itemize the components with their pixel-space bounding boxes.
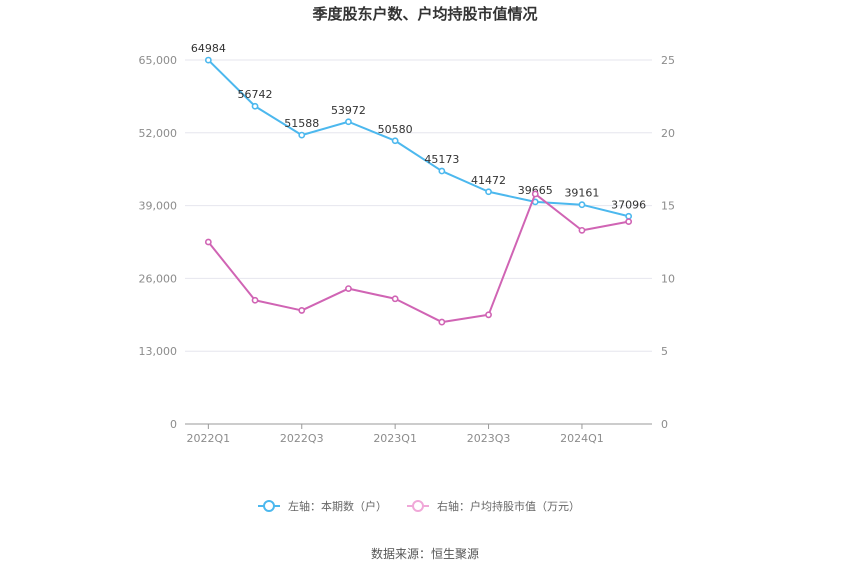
series-line bbox=[207, 192, 629, 324]
data-label: 64984 bbox=[191, 42, 226, 55]
data-label: 41472 bbox=[471, 174, 506, 187]
data-label: 39161 bbox=[564, 187, 599, 200]
data-point[interactable] bbox=[485, 188, 492, 196]
data-point[interactable] bbox=[625, 218, 633, 226]
legend-label-households: 左轴：本期数（户） bbox=[288, 499, 387, 513]
x-tick-label: 2023Q3 bbox=[467, 432, 511, 445]
x-axis: 2022Q1 2022Q3 2023Q1 2023Q3 2024Q1 bbox=[185, 423, 652, 445]
right-tick-label: 10 bbox=[661, 272, 675, 285]
left-tick-label: 0 bbox=[170, 418, 177, 431]
data-label: 53972 bbox=[331, 104, 366, 117]
right-tick-label: 0 bbox=[661, 418, 668, 431]
left-tick-label: 13,000 bbox=[139, 345, 178, 358]
legend-item-avg-value[interactable]: 右轴：户均持股市值（万元） bbox=[407, 499, 580, 513]
data-label: 51588 bbox=[284, 117, 319, 130]
right-axis: 0 5 10 15 20 25 bbox=[661, 54, 675, 431]
chart-title: 季度股东户数、户均持股市值情况 bbox=[312, 5, 537, 23]
left-tick-label: 26,000 bbox=[139, 272, 178, 285]
left-tick-label: 52,000 bbox=[139, 127, 178, 140]
data-point[interactable] bbox=[298, 307, 306, 314]
right-tick-label: 25 bbox=[661, 54, 675, 67]
data-point[interactable] bbox=[251, 296, 259, 304]
data-point[interactable] bbox=[438, 167, 446, 175]
data-point[interactable] bbox=[391, 295, 399, 303]
series-avg-value bbox=[204, 190, 633, 326]
data-point[interactable] bbox=[578, 226, 586, 234]
data-point[interactable] bbox=[251, 102, 259, 110]
right-tick-label: 15 bbox=[661, 200, 675, 213]
series-households: 64984 56742 51588 53972 50580 45173 41472 39665… bbox=[191, 42, 646, 220]
legend[interactable]: 左轴：本期数（户） 右轴：户均持股市值（万元） bbox=[258, 499, 580, 513]
x-tick-label: 2024Q1 bbox=[560, 432, 604, 445]
data-label: 37096 bbox=[611, 198, 646, 211]
right-tick-label: 20 bbox=[661, 127, 675, 140]
legend-label-avg-value: 右轴：户均持股市值（万元） bbox=[437, 499, 580, 513]
data-point[interactable] bbox=[625, 212, 633, 220]
x-tick-label: 2023Q1 bbox=[373, 432, 417, 445]
source-note: 数据来源：恒生聚源 bbox=[371, 546, 479, 561]
data-point[interactable] bbox=[345, 118, 352, 126]
right-tick-label: 5 bbox=[661, 345, 668, 358]
series-line bbox=[207, 59, 629, 218]
data-point[interactable] bbox=[578, 201, 586, 209]
legend-marker-avg-value bbox=[412, 500, 424, 512]
data-point[interactable] bbox=[204, 238, 212, 246]
data-label: 50580 bbox=[378, 123, 413, 136]
series-layer: 64984 56742 51588 53972 50580 45173 41472 39665… bbox=[191, 42, 646, 326]
data-point[interactable] bbox=[485, 311, 492, 319]
left-tick-label: 65,000 bbox=[139, 54, 178, 67]
data-point[interactable] bbox=[204, 56, 212, 64]
data-point[interactable] bbox=[298, 131, 306, 139]
data-label: 56742 bbox=[238, 88, 273, 101]
x-tick-label: 2022Q1 bbox=[187, 432, 231, 445]
grid bbox=[185, 59, 652, 352]
left-axis: 0 13,000 26,000 39,000 52,000 65,000 bbox=[139, 54, 178, 431]
left-tick-label: 39,000 bbox=[139, 200, 178, 213]
data-point[interactable] bbox=[345, 285, 352, 292]
data-point[interactable] bbox=[531, 190, 539, 198]
data-label: 45173 bbox=[424, 153, 459, 166]
data-point[interactable] bbox=[438, 318, 446, 326]
legend-marker-households bbox=[263, 500, 275, 512]
x-tick-label: 2022Q3 bbox=[280, 432, 324, 445]
legend-item-households[interactable]: 左轴：本期数（户） bbox=[258, 499, 387, 513]
data-point[interactable] bbox=[391, 137, 399, 145]
data-label: 39665 bbox=[518, 184, 553, 197]
